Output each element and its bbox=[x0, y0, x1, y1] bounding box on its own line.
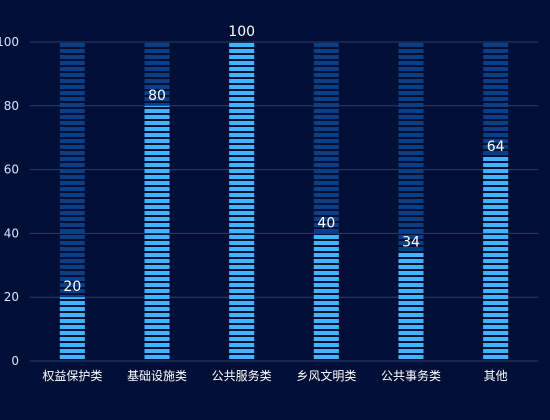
bar[interactable] bbox=[59, 297, 85, 361]
data-labels: 20 80 100 40 34 64 bbox=[63, 24, 504, 295]
bar[interactable] bbox=[144, 105, 170, 361]
x-category-label: 乡风文明类 bbox=[296, 368, 356, 383]
x-category-label: 权益保护类 bbox=[42, 369, 102, 383]
x-category-label: 公共事务类 bbox=[381, 368, 441, 383]
data-label: 64 bbox=[487, 139, 505, 155]
y-axis-ticks: 0 20 40 60 80 100 bbox=[0, 35, 19, 368]
data-label: 80 bbox=[148, 88, 166, 104]
y-tick-label: 20 bbox=[4, 290, 19, 304]
data-label: 100 bbox=[228, 24, 255, 40]
bar[interactable] bbox=[313, 233, 339, 361]
data-label: 34 bbox=[402, 235, 420, 251]
y-tick-label: 40 bbox=[4, 226, 19, 240]
bar[interactable] bbox=[229, 42, 255, 361]
x-category-label: 公共服务类 bbox=[212, 368, 272, 383]
x-category-label: 基础设施类 bbox=[127, 369, 187, 383]
data-label: 40 bbox=[317, 215, 335, 231]
x-category-label: 其他 bbox=[484, 369, 508, 383]
bar[interactable] bbox=[483, 156, 509, 361]
bar[interactable] bbox=[398, 252, 424, 361]
bar-backgrounds bbox=[59, 42, 509, 361]
y-tick-label: 100 bbox=[0, 35, 19, 49]
data-label: 20 bbox=[63, 279, 81, 295]
x-axis-categories: 权益保护类 基础设施类 公共服务类 乡风文明类 公共事务类 其他 bbox=[42, 368, 507, 383]
bars bbox=[59, 42, 509, 361]
y-tick-label: 80 bbox=[4, 99, 19, 113]
grid-lines bbox=[30, 41, 538, 362]
y-tick-label: 0 bbox=[11, 354, 19, 368]
y-tick-label: 60 bbox=[4, 163, 19, 177]
